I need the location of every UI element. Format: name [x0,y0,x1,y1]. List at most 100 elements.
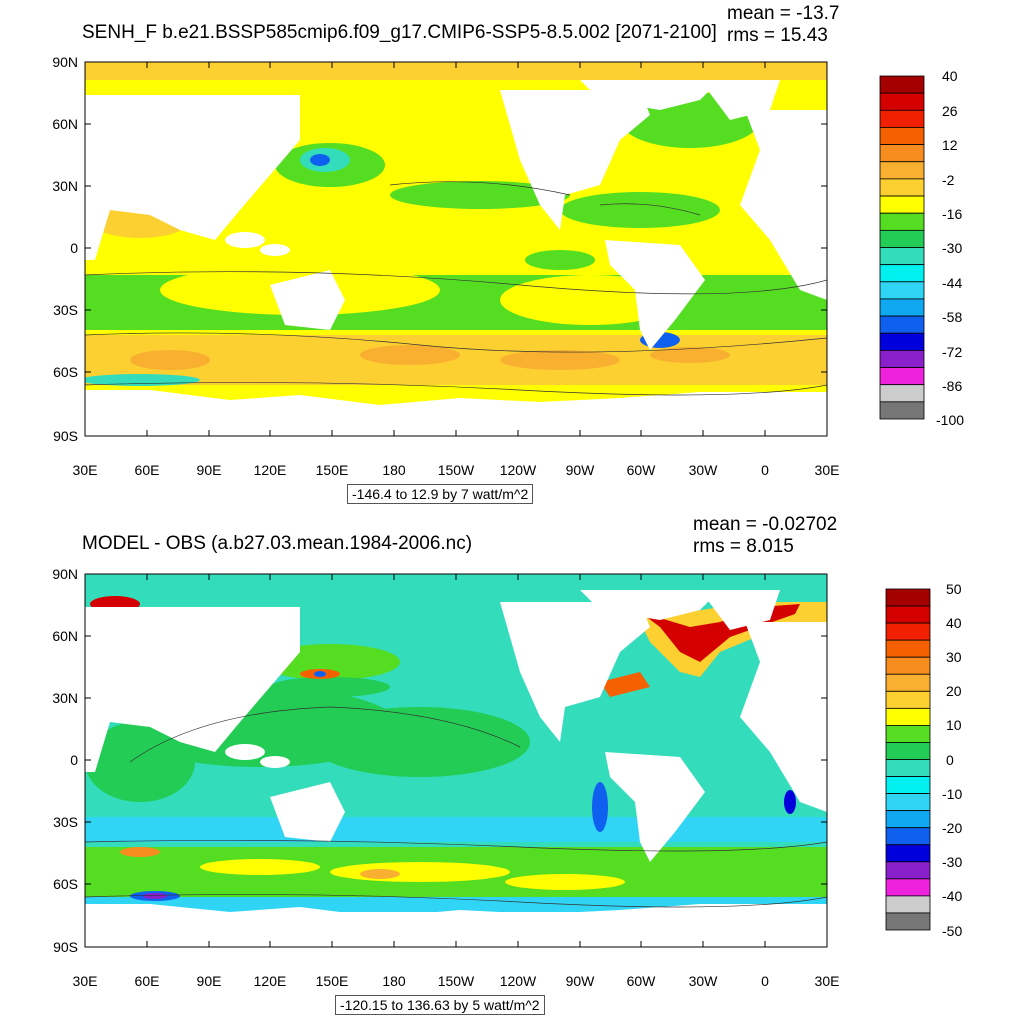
lon-label: 150E [315,973,349,989]
colorbar-swatch [879,349,925,368]
colorbar-label: -40 [942,888,963,904]
colorbar-swatch [879,384,925,403]
lon-label: 150W [437,462,475,478]
map-title: MODEL - OBS (a.b27.03.mean.1984-2006.nc) [82,533,473,554]
colorbar-swatch [885,810,931,829]
lon-label: 60E [134,462,160,478]
lon-label: 0 [761,973,769,989]
lon-label: 60W [626,973,656,989]
colorbar-swatch [885,622,931,641]
colorbar-swatch [885,895,931,914]
lat-label: 0 [70,752,78,768]
lon-label: 60W [626,462,656,478]
lon-label: 180 [382,973,406,989]
colorbar-swatch [879,281,925,300]
map-svg [84,61,925,437]
colorbar-label: -86 [942,378,963,394]
colorbar-swatch [879,109,925,128]
panel-model-obs: MODEL - OBS (a.b27.03.mean.1984-2006.nc)… [0,512,1024,1024]
lon-label: 120W [499,462,537,478]
colorbar-swatch [885,742,931,760]
colorbar-swatch [885,639,931,658]
colorbar-label: -58 [942,309,963,325]
mean-value: mean = -0.02702 [693,514,838,535]
lon-label: 120E [253,462,287,478]
lat-label: 30S [53,302,78,318]
colorbar-label: 20 [946,683,962,699]
colorbar-label: 12 [942,137,958,153]
lat-label: 60S [53,364,78,380]
colorbar-label: 0 [946,752,954,768]
lon-label: 90E [196,462,222,478]
lon-label: 90W [565,973,595,989]
colorbar-swatch [885,759,931,777]
colorbar-label: -30 [942,240,963,256]
lon-label: 120W [499,973,537,989]
lat-label: 0 [70,240,78,256]
colorbar-swatch [879,178,925,197]
colorbar-label: -100 [936,412,965,428]
axis-ticks [84,573,828,948]
colorbar-swatch [879,212,925,231]
contour-info: -120.15 to 136.63 by 5 watt/m^2 [335,995,545,1015]
colorbar-swatch [879,144,925,163]
colorbar-label: -72 [942,344,963,360]
colorbar-swatch [879,298,925,317]
colorbar-swatch [879,92,925,111]
colorbar-label: 50 [946,581,962,597]
colorbar-label: -30 [942,854,963,870]
rms-value: rms = 8.015 [693,536,794,557]
colorbar-swatch [879,264,925,283]
lat-label: 30N [52,690,78,706]
colorbar-label: 40 [942,68,958,84]
colorbar-swatch [885,844,931,863]
lon-label: 30E [814,973,840,989]
colorbar-label: -50 [942,923,963,939]
colorbar-swatch [885,724,931,743]
lat-label: 90N [52,54,78,70]
colorbar-swatch [885,776,931,794]
colorbar-swatch [879,127,925,145]
lat-label: 30N [52,178,78,194]
colorbar-label: -44 [942,275,963,291]
mean-value: mean = -13.7 [727,3,840,24]
lat-label: 60S [53,876,78,892]
colorbar-swatch [879,315,925,334]
colorbar-swatch [885,673,931,692]
lon-label: 0 [761,462,769,478]
lon-label: 150W [437,973,475,989]
lon-label: 30E [814,462,840,478]
map-title: SENH_F b.e21.BSSP585cmip6.f09_g17.CMIP6-… [82,22,717,43]
colorbar-label: 26 [942,103,958,119]
lat-label: 60N [52,628,78,644]
colorbar-swatch [885,690,931,709]
colorbar-swatch [879,195,925,214]
lon-label: 150E [315,462,349,478]
lon-label: 90W [565,462,595,478]
lon-label: 30W [688,973,718,989]
lon-label: 30E [72,462,98,478]
colorbar-swatch [879,247,925,266]
panel-senh-f: SENH_F b.e21.BSSP585cmip6.f09_g17.CMIP6-… [52,3,965,504]
lon-label: 30E [72,973,98,989]
axis-ticks [84,61,828,437]
map-svg [84,573,931,948]
map-field [85,62,827,436]
colorbar-swatch [885,656,931,675]
colorbar-swatch [879,75,925,94]
colorbar-swatch [879,401,925,420]
colorbar-label: 30 [946,649,962,665]
colorbar-swatch [879,332,925,351]
colorbar-swatch [885,912,931,931]
lon-label: 30W [688,462,718,478]
colorbar-swatch [879,161,925,180]
colorbar-swatch [885,793,931,812]
lat-label: 60N [52,116,78,132]
colorbar [879,75,925,420]
lat-label: 90N [52,566,78,582]
lon-label: 90E [196,973,222,989]
lon-label: 180 [382,462,406,478]
colorbar-swatch [879,229,925,248]
colorbar-swatch [879,367,925,386]
colorbar-swatch [885,878,931,897]
